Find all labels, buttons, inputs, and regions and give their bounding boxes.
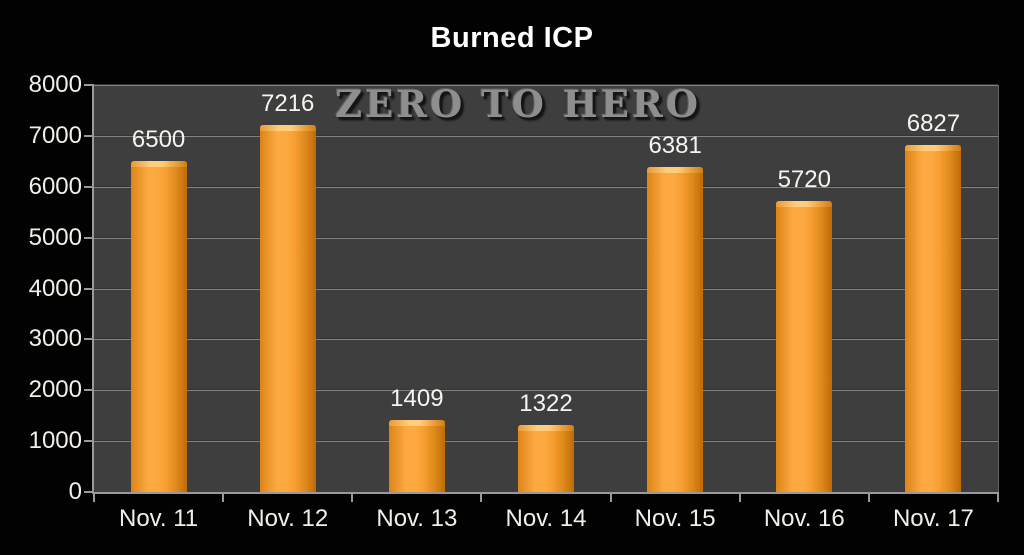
- y-axis-tick-0: [84, 491, 92, 493]
- bar-nov-15: [647, 167, 704, 492]
- x-tick-label-nov-14: Nov. 14: [505, 505, 587, 532]
- x-axis-tick-0: [93, 494, 95, 502]
- chart-title: Burned ICP: [430, 22, 594, 54]
- x-axis-line: [92, 492, 999, 494]
- bar-top-highlight: [905, 144, 962, 151]
- bar-top-highlight: [259, 124, 316, 131]
- bar-value-label-nov-14: 1322: [519, 389, 573, 417]
- y-axis-tick-5000: [84, 236, 92, 239]
- x-axis-tick-7: [997, 494, 999, 502]
- gridline-4000: [94, 287, 998, 290]
- x-axis-tick-5: [738, 494, 741, 502]
- x-tick-label-nov-15: Nov. 15: [634, 505, 716, 532]
- x-axis-tick-2: [351, 494, 354, 502]
- bar-top-highlight: [388, 420, 445, 427]
- y-axis-tick-4000: [84, 287, 92, 290]
- y-axis-tick-7000: [84, 134, 92, 137]
- y-axis-line: [92, 84, 94, 494]
- gridline-3000: [94, 338, 998, 341]
- bar-value-label-nov-11: 6500: [131, 126, 186, 154]
- y-tick-label-6000: 6000: [28, 172, 82, 200]
- bar-top-highlight: [518, 424, 574, 431]
- bar-nov-14: [518, 424, 574, 492]
- bar-nov-12: [259, 124, 316, 492]
- y-axis-tick-8000: [84, 84, 92, 86]
- y-tick-label-3000: 3000: [28, 325, 82, 353]
- bar-nov-13: [388, 420, 445, 492]
- bar-nov-16: [776, 201, 833, 492]
- x-tick-label-nov-16: Nov. 16: [763, 505, 845, 532]
- x-tick-label-nov-13: Nov. 13: [376, 505, 458, 532]
- y-tick-label-2000: 2000: [28, 376, 82, 404]
- bar-value-label-nov-16: 5720: [777, 166, 831, 193]
- bar-nov-11: [130, 161, 187, 492]
- y-tick-label-5000: 5000: [28, 223, 82, 251]
- y-tick-label-8000: 8000: [28, 71, 82, 98]
- y-tick-label-0: 0: [68, 478, 82, 505]
- bar-top-highlight: [647, 167, 704, 174]
- gridline-8000: [94, 84, 998, 86]
- x-tick-label-nov-12: Nov. 12: [247, 505, 329, 532]
- gridline-7000: [94, 134, 998, 137]
- gridline-2000: [94, 389, 998, 392]
- bar-nov-17: [905, 144, 962, 492]
- y-axis-tick-3000: [84, 338, 92, 341]
- x-axis-tick-6: [867, 494, 870, 502]
- watermark: ZERO TO HERO: [335, 82, 701, 126]
- y-axis-tick-1000: [84, 440, 92, 443]
- y-tick-label-7000: 7000: [28, 121, 82, 149]
- x-axis-tick-3: [480, 494, 483, 502]
- bar-top-highlight: [130, 161, 187, 168]
- gridline-6000: [94, 185, 998, 188]
- bar-top-highlight: [776, 201, 833, 207]
- gridline-5000: [94, 236, 998, 239]
- y-axis-tick-2000: [84, 389, 92, 392]
- x-tick-label-nov-17: Nov. 17: [892, 505, 974, 532]
- y-tick-label-4000: 4000: [28, 274, 82, 302]
- x-tick-label-nov-11: Nov. 11: [118, 505, 199, 532]
- bar-value-label-nov-12: 7216: [261, 89, 315, 117]
- bar-value-label-nov-17: 6827: [906, 109, 961, 137]
- plot-area: 6500 7216 1409 1322 6381 5720 6827: [94, 84, 999, 492]
- x-axis-tick-1: [222, 494, 225, 502]
- y-axis-tick-6000: [84, 185, 92, 188]
- bar-value-label-nov-13: 1409: [390, 385, 444, 413]
- x-axis-tick-4: [609, 494, 612, 502]
- bar-value-label-nov-15: 6381: [648, 132, 702, 160]
- y-tick-label-1000: 1000: [28, 427, 82, 455]
